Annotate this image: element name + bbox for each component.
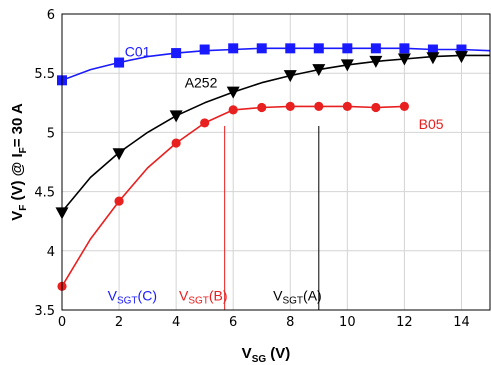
data-point-c01: [456, 44, 467, 55]
threshold-label: VSGT(A): [273, 288, 322, 307]
data-point-a252: [112, 148, 126, 161]
series-line-a252: [62, 54, 490, 213]
data-point-b05: [314, 101, 324, 111]
y-tick-label: 6: [47, 8, 55, 23]
data-point-a252: [226, 86, 240, 99]
threshold-label-rest: (A): [303, 288, 322, 304]
data-point-a252: [397, 53, 411, 66]
y-tick-label: 3.5: [34, 304, 55, 319]
data-point-c01: [114, 57, 125, 68]
data-point-b05: [200, 118, 210, 128]
data-point-b05: [285, 101, 295, 111]
x-tick-label: 8: [286, 315, 294, 330]
data-point-b05: [171, 138, 181, 148]
data-point-a252: [426, 52, 440, 65]
data-point-a252: [454, 51, 468, 64]
data-point-c01: [313, 43, 324, 54]
threshold-label-main: V: [273, 288, 283, 304]
data-point-c01: [342, 43, 353, 54]
data-point-c01: [427, 44, 438, 55]
x-tick-label: 2: [115, 315, 123, 330]
data-point-b05: [371, 102, 381, 113]
data-point-c01: [285, 43, 296, 54]
data-point-a252: [369, 55, 383, 68]
data-point-b05: [114, 196, 124, 206]
data-point-c01: [370, 43, 381, 54]
x-tick-label: 12: [396, 315, 413, 330]
data-point-a252: [312, 64, 326, 77]
x-tick-labels: 0 2 4 6 8 10 12 14: [58, 315, 470, 330]
data-point-c01: [256, 43, 267, 54]
x-tick-label: 4: [172, 315, 180, 330]
threshold-lines: [224, 126, 320, 310]
y-tick-label: 4: [47, 245, 55, 260]
y-tick-label: 4.5: [34, 186, 55, 201]
data-point-b05: [342, 101, 352, 111]
series-label-b05: B05: [419, 116, 444, 132]
y-tick-label: 5: [47, 126, 55, 141]
data-point-b05: [399, 101, 409, 111]
series-label-a252: A252: [185, 74, 218, 90]
threshold-label-sub: SGT: [282, 296, 303, 307]
y-tick-label: 5.5: [34, 67, 55, 82]
series-label-c01: C01: [125, 44, 151, 60]
threshold-label-sub: SGT: [188, 296, 209, 307]
threshold-label: VSGT(B): [179, 288, 228, 307]
x-tick-label: 14: [453, 315, 470, 330]
threshold-label-main: V: [179, 288, 189, 304]
threshold-label-rest: (C): [138, 288, 157, 304]
data-point-b05: [257, 102, 267, 113]
data-point-c01: [171, 48, 182, 59]
data-point-b05: [228, 105, 238, 115]
x-tick-label: 10: [339, 315, 356, 330]
data-point-a252: [169, 110, 183, 123]
series-markers: [55, 43, 468, 291]
threshold-label-sub: SGT: [117, 296, 138, 307]
x-tick-label: 0: [58, 315, 66, 330]
threshold-label-main: V: [108, 288, 118, 304]
y-axis-title: VF (V) @ IF= 30 A: [9, 103, 29, 221]
y-tick-labels: 3.5 4 4.5 5 5.5 6: [34, 8, 55, 319]
data-point-a252: [283, 70, 297, 83]
x-axis-title: VSG (V): [242, 345, 291, 365]
plot-frame: [61, 13, 491, 311]
threshold-label-rest: (B): [209, 288, 228, 304]
data-point-c01: [199, 44, 210, 55]
x-tick-label: 6: [229, 315, 237, 330]
data-point-c01: [228, 43, 239, 54]
threshold-label: VSGT(C): [108, 288, 157, 307]
data-point-a252: [340, 59, 354, 72]
series-line-c01: [62, 47, 490, 82]
data-point-c01: [399, 43, 410, 54]
